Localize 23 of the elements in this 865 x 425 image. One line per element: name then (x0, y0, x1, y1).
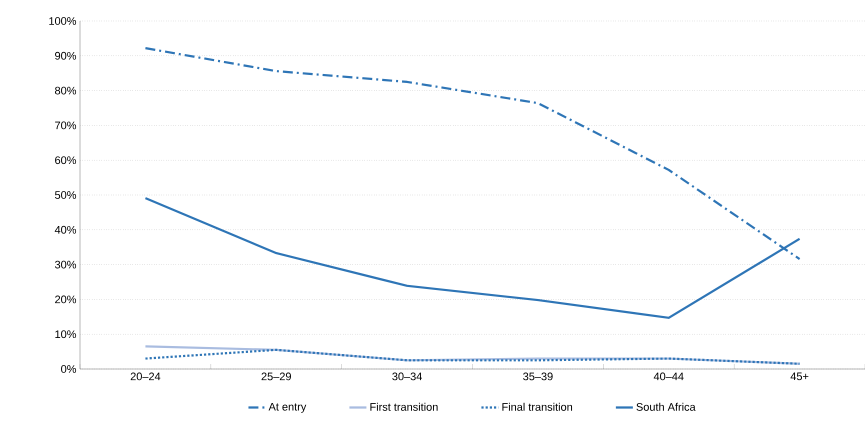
y-tick-label: 60% (55, 156, 76, 164)
y-tick-label: 10% (55, 330, 76, 338)
y-tick-label: 70% (55, 122, 76, 130)
line-series (144, 345, 801, 365)
y-tick-label: 30% (54, 260, 76, 268)
y-tick-label: 100% (49, 17, 76, 25)
x-tick-label: 35–39 (523, 372, 553, 380)
y-tick-label: 80% (55, 86, 76, 94)
y-tick-label: 20% (55, 296, 76, 304)
legend-label: South Africa (636, 402, 696, 411)
x-tick-label: 40–44 (654, 372, 684, 380)
y-tick-label: 90% (55, 52, 76, 60)
y-tick-label: 0% (61, 365, 76, 373)
legend-label: At entry (268, 402, 306, 413)
x-tick-label: 45+ (790, 372, 808, 380)
legend-label: Final transition (502, 402, 572, 411)
line-series (144, 348, 801, 365)
y-tick-label: 50% (54, 191, 76, 199)
x-tick-label: 30–34 (392, 372, 422, 380)
x-tick-label: 25–29 (262, 372, 291, 380)
y-tick-label: 40% (54, 226, 76, 234)
x-tick-label: 20–24 (130, 372, 160, 380)
legend-label: First transition (370, 402, 438, 411)
